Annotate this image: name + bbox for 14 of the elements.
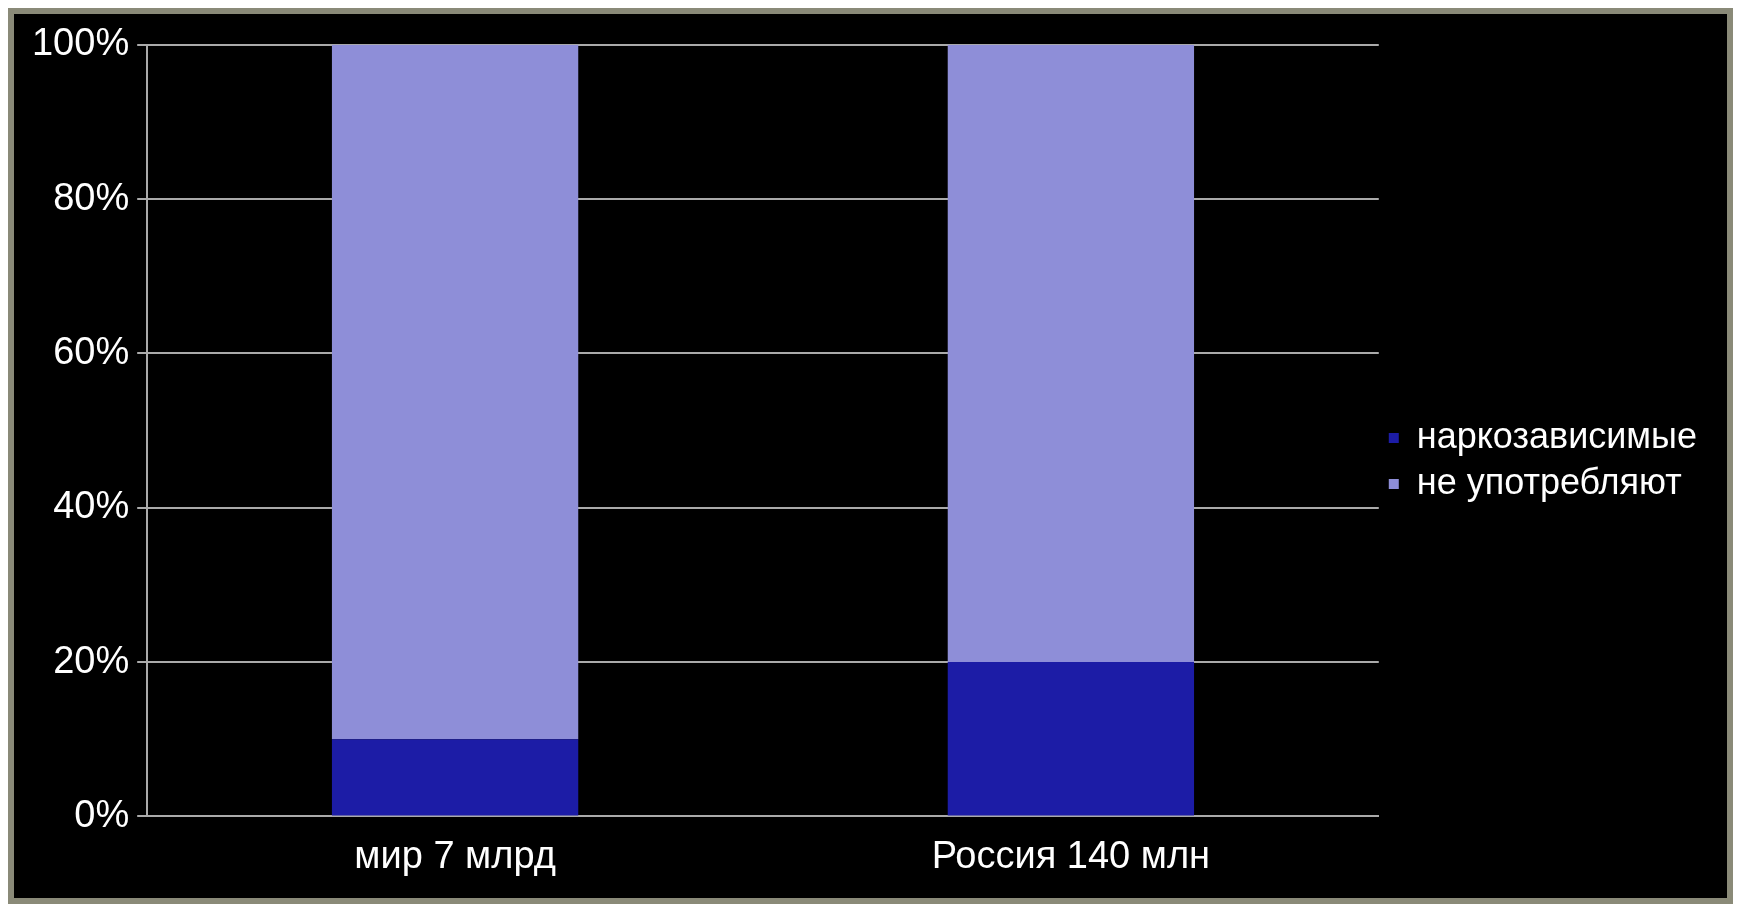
y-tick-label: 60% [53,329,130,372]
bar [331,44,579,740]
bar [331,739,579,816]
y-tick-label: 80% [53,175,130,218]
y-tick-label: 0% [74,792,130,835]
x-tick-label: мир 7 млрд [354,833,556,876]
y-tick-label: 20% [53,638,130,681]
legend-label: не употребляют [1416,460,1682,502]
bar [947,662,1195,816]
bar [947,44,1195,663]
legend-label: наркозависимые [1416,414,1698,456]
y-tick-label: 40% [53,484,130,527]
x-tick-label: Россия 140 млн [931,833,1211,876]
y-tick-label: 100% [31,21,130,64]
